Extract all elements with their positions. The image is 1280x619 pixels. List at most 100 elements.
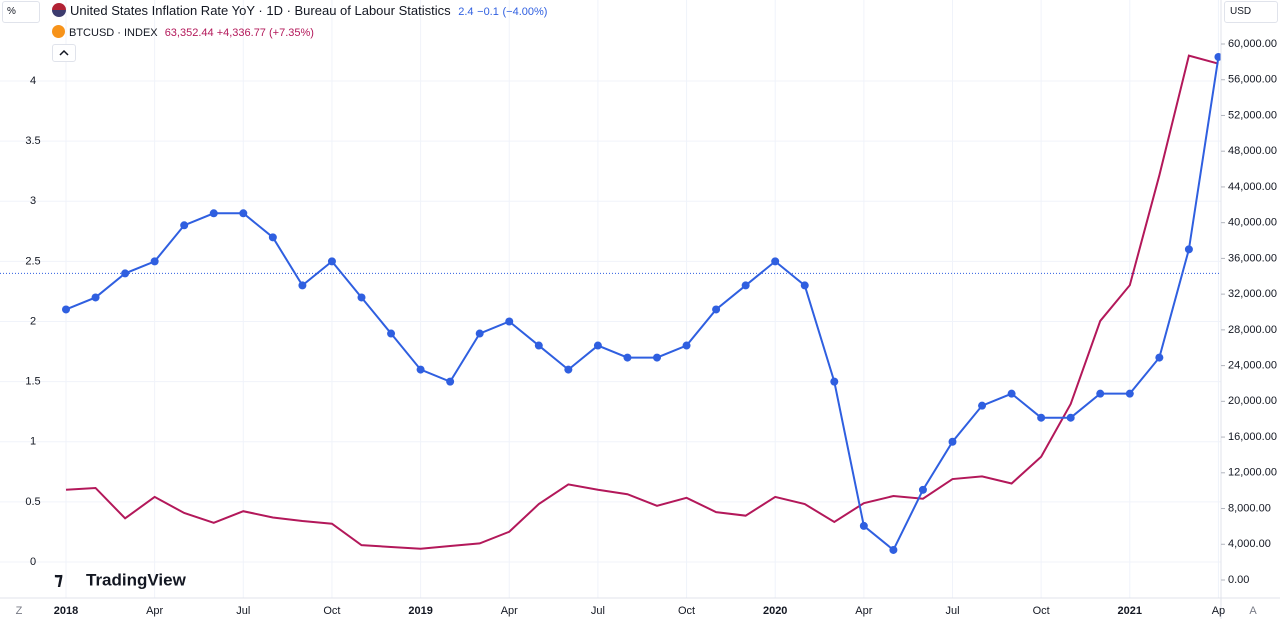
series-point: [741, 281, 750, 290]
corner-label: A: [1249, 605, 1257, 617]
series-point: [1214, 52, 1221, 61]
y2-tick-label: 20,000.00: [1228, 395, 1277, 407]
btc-icon: [52, 25, 65, 38]
y2-tick-label: 40,000.00: [1228, 217, 1277, 229]
x-tick-label: 2018: [54, 605, 78, 617]
series-change: +4,336.77: [216, 27, 266, 39]
y2-tick-label: 32,000.00: [1228, 288, 1277, 300]
y2-tick-label: 28,000.00: [1228, 324, 1277, 336]
logo-mark: ⁊: [54, 569, 63, 589]
series-point: [150, 257, 159, 266]
series-point: [298, 281, 307, 290]
grid: [0, 0, 1221, 598]
plot-area: [0, 52, 1221, 554]
y2-tick-label: 12,000.00: [1228, 467, 1277, 479]
y-tick-label: 3: [30, 195, 36, 207]
series-change-pct: (+7.35%): [269, 27, 314, 39]
series-point: [387, 329, 396, 338]
series-point: [209, 209, 218, 218]
y2-tick-label: 48,000.00: [1228, 145, 1277, 157]
series-point: [800, 281, 809, 290]
y2-tick-label: 52,000.00: [1228, 109, 1277, 121]
chevron: [59, 49, 69, 56]
series-point: [268, 233, 277, 242]
y2-tick-label: 60,000.00: [1228, 38, 1277, 50]
series-change-pct: (−4.00%): [502, 6, 548, 18]
series-header: United States Inflation Rate YoY · 1D · …: [52, 3, 547, 18]
y2-tick-label: 0.00: [1228, 574, 1249, 586]
series-point: [121, 269, 130, 278]
series-point: [180, 221, 189, 230]
series-value: 63,352.44: [164, 27, 214, 39]
collapse-button[interactable]: [52, 44, 76, 62]
series-point: [62, 305, 70, 314]
y2-unit-label: USD: [1230, 6, 1252, 17]
series-point: [505, 317, 514, 326]
y-tick-label: 3.5: [25, 135, 40, 147]
series-name: United States Inflation Rate YoY · 1D · …: [70, 3, 451, 18]
series-point: [1125, 389, 1134, 398]
series-point: [889, 545, 898, 554]
series-point: [357, 293, 366, 302]
series-line: [65, 56, 1220, 552]
x-tick-label: Apr: [855, 605, 872, 617]
series-point: [918, 485, 927, 494]
y-tick-label: 1.5: [25, 376, 40, 388]
series-point: [623, 353, 632, 362]
series-point: [653, 353, 661, 362]
series-point: [1155, 353, 1164, 362]
series-point: [978, 401, 987, 410]
axes: 0 0.5 1 1.5 2 2.5 3 3.5 4 0.00 4,000.00 8,000.00 12,…: [25, 38, 1277, 617]
y2-tick-label: 8,000.00: [1228, 502, 1271, 514]
series-point: [416, 365, 425, 374]
watermark: TradingView: [86, 570, 187, 589]
y2-tick-label: 4,000.00: [1228, 538, 1271, 550]
y2-tick-label: 56,000.00: [1228, 74, 1277, 86]
series-point: [1037, 413, 1046, 422]
series-point: [830, 377, 839, 386]
x-tick-label: Oct: [323, 605, 340, 617]
series-point: [771, 257, 780, 266]
series-point: [446, 377, 455, 386]
series-point: [1184, 245, 1193, 254]
y2-unit-box[interactable]: USD: [1224, 1, 1278, 23]
series-name: BTCUSD · INDEX: [69, 27, 158, 39]
y-tick-label: 2: [30, 315, 36, 327]
x-tick-label: 2019: [408, 605, 432, 617]
series-point: [239, 209, 248, 218]
series-point: [948, 437, 957, 446]
series-point: [327, 257, 336, 266]
corner-label: Z: [16, 605, 23, 617]
series-point: [475, 329, 484, 338]
series-point: [91, 293, 100, 302]
y-tick-label: 0.5: [25, 496, 40, 508]
series-point: [534, 341, 543, 350]
x-tick-label: Apr: [146, 605, 163, 617]
series-point: [593, 341, 602, 350]
y-tick-label: 2.5: [25, 255, 40, 267]
series-point: [712, 305, 721, 314]
x-tick-label: Oct: [678, 605, 695, 617]
y-unit-box[interactable]: %: [2, 1, 40, 23]
y-unit-label: %: [7, 6, 16, 17]
y2-tick-label: 16,000.00: [1228, 431, 1277, 443]
series-point: [682, 341, 691, 350]
x-tick-label: Apr: [501, 605, 518, 617]
series-value: 2.4: [458, 6, 474, 18]
series-point: [1096, 389, 1105, 398]
y2-tick-label: 36,000.00: [1228, 252, 1277, 264]
series-change: −0.1: [477, 6, 499, 18]
series-line: [65, 54, 1219, 550]
y-tick-label: 0: [30, 556, 36, 568]
y-tick-label: 4: [30, 75, 36, 87]
series-point: [564, 365, 573, 374]
x-tick-label: Jul: [945, 605, 959, 617]
x-tick-label: 2021: [1118, 605, 1142, 617]
y2-tick-label: 24,000.00: [1228, 360, 1277, 372]
x-tick-label: 2020: [763, 605, 787, 617]
x-tick-label: Jul: [236, 605, 250, 617]
flag-icon: [52, 3, 66, 17]
y2-tick-label: 44,000.00: [1228, 181, 1277, 193]
